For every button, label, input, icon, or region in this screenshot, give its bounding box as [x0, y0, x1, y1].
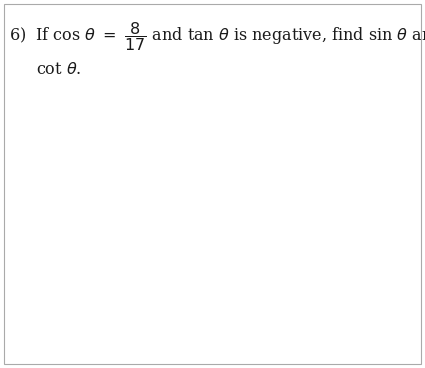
Text: 6)  If cos $\theta$ $=$ $\dfrac{8}{17}$ and tan $\theta$ is negative, find sin $: 6) If cos $\theta$ $=$ $\dfrac{8}{17}$ a… — [9, 20, 425, 53]
Text: cot $\theta$.: cot $\theta$. — [36, 61, 82, 78]
FancyBboxPatch shape — [4, 4, 421, 364]
